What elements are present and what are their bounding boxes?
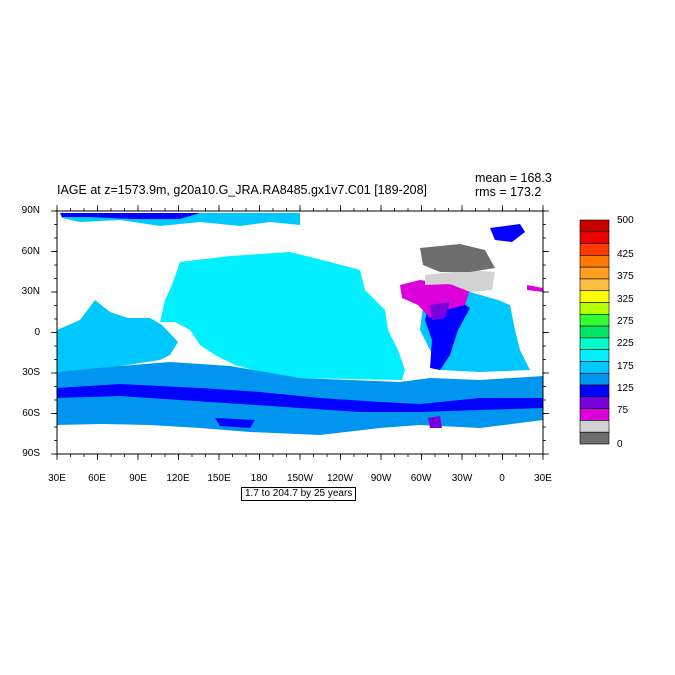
colorbar-swatch xyxy=(579,302,610,315)
lon-label: 0 xyxy=(499,473,505,484)
lat-label: 0 xyxy=(34,327,40,338)
colorbar-swatch xyxy=(579,231,610,244)
antarctic-shelf-deep xyxy=(215,418,255,428)
colorbar-label: 325 xyxy=(617,294,634,305)
colorbar-swatch xyxy=(579,361,610,374)
colorbar-swatch xyxy=(579,278,610,292)
pacific-ocean xyxy=(160,252,405,380)
lon-label: 30E xyxy=(48,473,66,484)
colorbar-swatch xyxy=(579,349,610,362)
southern-deep-band xyxy=(57,384,543,412)
lat-label: 60N xyxy=(21,246,40,257)
lon-label: 60W xyxy=(410,473,432,484)
lon-label: 150W xyxy=(286,473,314,484)
colorbar-label: 125 xyxy=(617,383,634,394)
colorbar-label: 375 xyxy=(617,271,634,282)
colorbar-label: 275 xyxy=(617,316,634,327)
colorbar-swatch xyxy=(579,408,610,421)
med-outflow xyxy=(527,285,543,292)
subpolar-gyre xyxy=(425,270,495,292)
colorbar-swatch xyxy=(579,372,610,386)
colorbar-label: 225 xyxy=(617,338,634,349)
lon-label: 150E xyxy=(207,473,231,484)
lon-label: 180 xyxy=(250,473,268,484)
colorbar-swatch xyxy=(579,243,610,256)
colorbar-swatch xyxy=(579,337,610,350)
axis-ticks xyxy=(51,205,549,460)
colorbar-swatch xyxy=(579,396,610,409)
rms-stat: rms = 173.2 xyxy=(475,185,542,199)
colorbar-label: 500 xyxy=(617,215,634,226)
indian-ocean xyxy=(57,300,178,372)
mean-stat: mean = 168.3 xyxy=(475,171,552,185)
colorbar-swatch xyxy=(579,420,610,433)
lat-label: 30S xyxy=(22,367,40,378)
colorbar-swatch xyxy=(579,290,610,303)
colorbar-swatch xyxy=(579,266,610,280)
beaufort-patch xyxy=(490,224,525,242)
lon-label: 120W xyxy=(326,473,354,484)
lon-label: 90W xyxy=(370,473,392,484)
lat-label: 60S xyxy=(22,408,40,419)
nordic-seas xyxy=(420,244,495,272)
lon-label: 90E xyxy=(129,473,147,484)
colorbar-swatch xyxy=(579,219,610,233)
colorbar-label: 75 xyxy=(617,405,629,416)
plot-title: IAGE at z=1573.9m, g20a10.G_JRA.RA8485.g… xyxy=(57,183,428,197)
map-panel xyxy=(57,211,543,454)
colorbar-label: 0 xyxy=(617,439,623,450)
lon-label: 60E xyxy=(88,473,106,484)
violet-band xyxy=(430,302,450,320)
lon-label: 30W xyxy=(451,473,473,484)
colorbar-label: 175 xyxy=(617,361,634,372)
contour-interval-box: 1.7 to 204.7 by 25 years xyxy=(241,487,357,501)
colorbar-swatch xyxy=(579,255,610,268)
lon-label: 30E xyxy=(534,473,552,484)
lat-label: 90S xyxy=(22,448,40,459)
colorbar-swatch xyxy=(579,325,610,339)
colorbar-label: 425 xyxy=(617,249,634,260)
lat-label: 90N xyxy=(21,205,40,216)
colorbar xyxy=(579,219,610,445)
labrador-sea xyxy=(400,280,470,318)
colorbar-swatch xyxy=(579,314,610,327)
lat-label: 30N xyxy=(21,286,40,297)
colorbar-swatch xyxy=(579,431,610,445)
colorbar-swatch xyxy=(579,384,610,398)
arctic-deep-patch xyxy=(60,213,200,219)
lon-label: 120E xyxy=(166,473,190,484)
weddell-violet xyxy=(428,416,442,428)
